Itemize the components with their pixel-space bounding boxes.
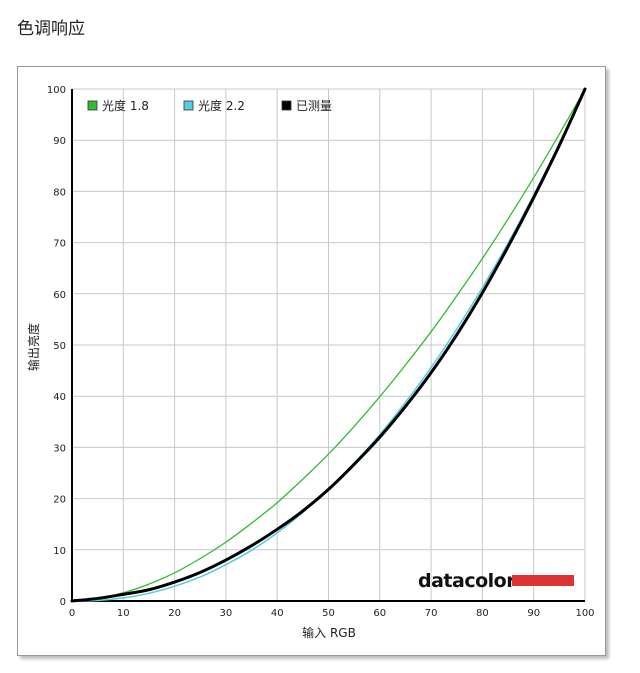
series-line-0 xyxy=(71,88,586,602)
axes xyxy=(71,89,585,602)
x-axis-label: 输入 RGB xyxy=(302,625,356,640)
y-tick-label: 90 xyxy=(53,136,66,147)
legend-swatch xyxy=(281,100,292,111)
y-tick-label: 60 xyxy=(53,290,66,301)
logo-bar xyxy=(512,575,574,586)
legend-label: 已测量 xyxy=(296,99,332,113)
tick-labels: 0 10 20 30 40 50 60 70 80 90 100 0 10 20 30 40 50 60 70 80 9… xyxy=(47,85,595,619)
series-line-2 xyxy=(70,87,587,603)
y-tick-label: 80 xyxy=(53,187,66,198)
x-tick-label: 0 xyxy=(69,608,75,619)
y-tick-label: 50 xyxy=(53,341,66,352)
grid xyxy=(72,88,586,601)
x-tick-label: 80 xyxy=(476,608,489,619)
tone-response-chart: 0 10 20 30 40 50 60 70 80 90 100 0 10 20 30 40 50 60 70 80 9… xyxy=(26,85,595,640)
x-tick-label: 30 xyxy=(220,608,233,619)
y-tick-label: 70 xyxy=(53,239,66,250)
page-title: 色调响应 xyxy=(17,19,85,39)
legend: 光度 1.8 光度 2.2 已测量 xyxy=(87,98,332,113)
x-tick-label: 60 xyxy=(373,608,386,619)
chart-frame: 0 10 20 30 40 50 60 70 80 90 100 0 10 20 30 40 50 60 70 80 9… xyxy=(17,66,606,656)
x-tick-label: 100 xyxy=(575,608,594,619)
logo-text: datacolor xyxy=(418,570,516,592)
legend-swatch xyxy=(183,100,194,111)
y-tick-label: 20 xyxy=(53,495,66,506)
x-tick-label: 20 xyxy=(168,608,181,619)
y-tick-label: 100 xyxy=(47,85,66,96)
y-tick-label: 40 xyxy=(53,392,66,403)
datacolor-logo: datacolor xyxy=(418,570,574,592)
legend-swatch xyxy=(87,100,98,111)
y-tick-label: 10 xyxy=(53,546,66,557)
x-tick-label: 90 xyxy=(527,608,540,619)
x-tick-label: 10 xyxy=(117,608,130,619)
legend-label: 光度 2.2 xyxy=(198,98,245,113)
series-lines xyxy=(70,87,587,603)
y-tick-label: 0 xyxy=(60,597,66,608)
x-tick-label: 40 xyxy=(271,608,284,619)
legend-label: 光度 1.8 xyxy=(102,98,149,113)
y-axis-label: 输出亮度 xyxy=(26,323,41,371)
x-tick-label: 50 xyxy=(322,608,335,619)
x-tick-label: 70 xyxy=(425,608,438,619)
y-tick-label: 30 xyxy=(53,443,66,454)
